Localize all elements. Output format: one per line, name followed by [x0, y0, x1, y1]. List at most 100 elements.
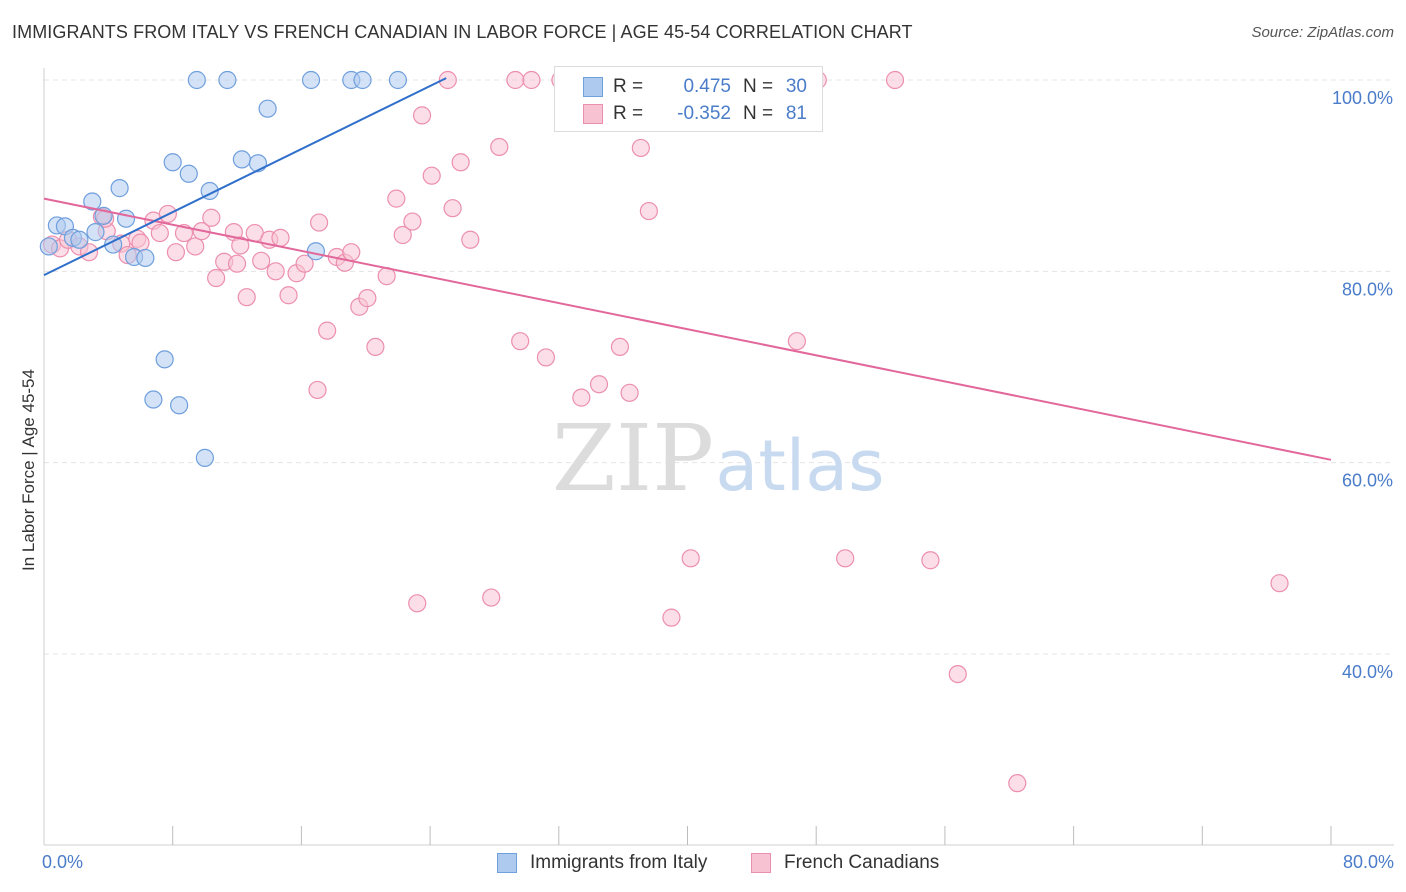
n-value: 30: [785, 76, 807, 97]
french-canadian-point: [572, 388, 591, 407]
italy-point: [195, 448, 214, 467]
italy-point: [306, 242, 325, 261]
italy-point: [155, 350, 174, 369]
legend-label-french: French Canadians: [784, 852, 940, 873]
legend-label-italy: Immigrants from Italy: [530, 852, 708, 873]
watermark-atlas: atlas: [715, 425, 884, 507]
french-canadian-point: [511, 332, 530, 351]
french-canadian-point: [490, 137, 509, 157]
italy-trend-line: [43, 77, 447, 277]
french-canadian-point: [403, 212, 422, 231]
french-canadian-point: [408, 594, 427, 613]
italy-point: [136, 248, 155, 268]
french-canadian-point: [308, 380, 327, 400]
french-canadian-point: [885, 70, 905, 90]
stats-row-italy: R = 0.475 N = 30: [555, 72, 807, 102]
french-canadian-point: [358, 289, 377, 308]
source-label: Source: ZipAtlas.com: [1251, 24, 1394, 41]
italy-point: [83, 192, 102, 211]
y-tick-label: 80.0%: [1342, 279, 1393, 299]
french-canadian-point: [279, 286, 298, 305]
trend-lines: [43, 77, 1332, 461]
french-canadian-point: [836, 549, 855, 568]
stats-legend: R = 0.475 N = 30 R = -0.352 N = 81: [554, 66, 823, 132]
french-canadian-point: [461, 230, 480, 249]
french-canadian-point: [589, 375, 609, 394]
french-legend-swatch: [751, 853, 771, 873]
n-value: 81: [785, 103, 807, 124]
french-canadian-point: [393, 225, 412, 245]
x-tick-labels: 0.0% 80.0%: [42, 852, 1394, 872]
french-canadian-point: [451, 153, 470, 172]
watermark: ZIP atlas: [552, 405, 885, 512]
french-canadian-point: [1270, 574, 1289, 593]
french-canadian-point: [266, 262, 285, 281]
x-tick-label-max: 80.0%: [1343, 852, 1394, 872]
y-tick-label: 40.0%: [1342, 662, 1393, 682]
r-label: R =: [613, 103, 644, 124]
french-canadian-point: [681, 549, 700, 568]
italy-point: [70, 230, 89, 249]
french-canadian-point: [482, 588, 501, 607]
y-tick-label: 100.0%: [1332, 88, 1393, 108]
italy-point: [144, 390, 163, 409]
italy-point: [110, 179, 129, 198]
italy-point: [388, 70, 408, 90]
italy-legend-swatch: [497, 853, 517, 873]
italy-point: [248, 154, 268, 173]
french-canadian-point: [207, 268, 226, 288]
french-canadian-point: [438, 70, 457, 90]
french-canadian-point: [342, 243, 361, 262]
stats-row-french: R = -0.352 N = 81: [555, 99, 807, 129]
legend-item-italy: Immigrants from Italy: [497, 852, 707, 874]
french-canadian-point: [522, 70, 541, 90]
r-value: -0.352: [677, 103, 731, 124]
watermark-zip: ZIP: [552, 405, 714, 512]
italy-point: [179, 164, 198, 183]
n-label: N =: [743, 76, 774, 97]
italy-point: [301, 70, 321, 90]
italy-point: [163, 153, 182, 172]
italy-swatch: [583, 77, 603, 97]
italy-point: [116, 209, 136, 228]
italy-points: [39, 70, 408, 467]
french-canadian-point: [186, 237, 205, 256]
r-value: 0.475: [683, 76, 731, 97]
french-canadian-point: [366, 337, 385, 357]
french-canadian-point: [271, 228, 290, 247]
french-canadian-point: [620, 383, 639, 402]
french-canadians-trend-line: [43, 197, 1332, 461]
x-tick-label-min: 0.0%: [42, 852, 83, 872]
french-canadian-point: [921, 551, 940, 570]
italy-point: [170, 396, 189, 415]
french-canadian-point: [150, 223, 169, 243]
italy-point: [218, 70, 237, 90]
french-canadian-point: [387, 189, 406, 208]
french-canadian-point: [295, 254, 314, 273]
italy-point: [353, 70, 372, 90]
french-canadian-point: [787, 332, 806, 351]
y-tick-label: 60.0%: [1342, 471, 1393, 491]
r-label: R =: [613, 76, 644, 97]
french-canadian-point: [231, 236, 250, 255]
french-canadian-point: [318, 321, 337, 340]
series-legend: Immigrants from Italy French Canadians: [0, 852, 1406, 876]
french-canadian-point: [422, 166, 441, 185]
french-canadian-point: [639, 201, 658, 221]
italy-point: [187, 70, 206, 90]
french-canadian-point: [631, 138, 650, 158]
french-canadian-point: [662, 608, 681, 627]
italy-point: [39, 237, 58, 256]
french-canadian-point: [443, 199, 462, 218]
y-tick-labels: 40.0% 60.0% 80.0% 100.0%: [1332, 88, 1393, 682]
french-canadian-point: [610, 337, 630, 357]
french-swatch: [583, 104, 603, 124]
french-canadian-point: [506, 70, 525, 90]
french-canadian-point: [948, 664, 967, 684]
legend-item-french: French Canadians: [751, 852, 939, 874]
french-canadian-point: [1008, 774, 1027, 793]
italy-point: [232, 150, 251, 169]
french-canadian-point: [412, 106, 432, 125]
french-canadian-point: [227, 254, 247, 273]
